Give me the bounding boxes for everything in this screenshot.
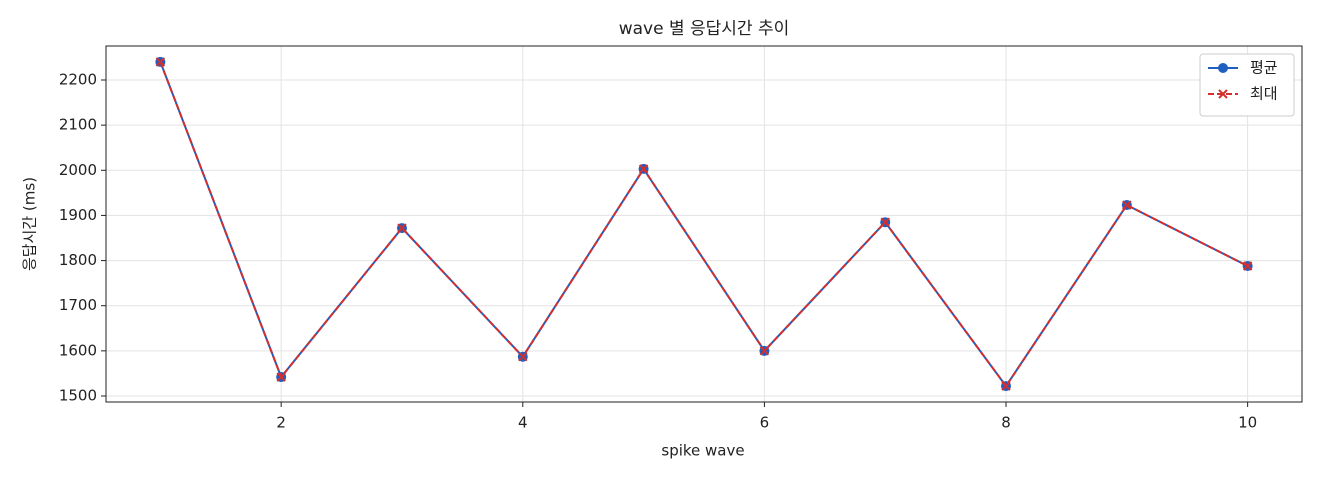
marker: [518, 352, 528, 362]
x-tick-label: 8: [1001, 414, 1011, 432]
marker: [155, 57, 166, 67]
marker: [880, 217, 890, 227]
marker: [1218, 89, 1228, 99]
line: [159, 61, 1249, 388]
x-axis-label: spike wave: [661, 442, 744, 460]
x-tick-label: 10: [1238, 414, 1257, 432]
x-tick-label: 2: [276, 414, 286, 432]
x-tick-label: 4: [518, 414, 528, 432]
legend-label: 최대: [1250, 85, 1278, 103]
y-tick-label: 2000: [59, 161, 97, 179]
plot-frame: [105, 45, 1303, 403]
y-tick-label: 1800: [59, 251, 97, 269]
marker: [276, 372, 286, 382]
legend-box: [1199, 53, 1295, 117]
y-axis-label: 응답시간 (ms): [21, 177, 39, 271]
marker: [1001, 381, 1011, 391]
marker: [759, 346, 770, 356]
y-tick-label: 1700: [59, 296, 97, 314]
chart-title: wave 별 응답시간 추이: [619, 19, 790, 39]
marker: [1218, 63, 1228, 73]
y-tick-label: 1600: [59, 341, 97, 359]
marker: [1122, 200, 1132, 210]
marker: [638, 164, 649, 174]
marker: [1242, 261, 1253, 271]
x-tick-label: 6: [760, 414, 770, 432]
y-tick-label: 1900: [59, 206, 97, 224]
y-tick-label: 2200: [59, 70, 97, 88]
y-tick-label: 2100: [59, 116, 97, 134]
y-tick-label: 1500: [59, 386, 97, 404]
legend-label: 평균: [1250, 59, 1278, 77]
marker: [397, 223, 407, 233]
